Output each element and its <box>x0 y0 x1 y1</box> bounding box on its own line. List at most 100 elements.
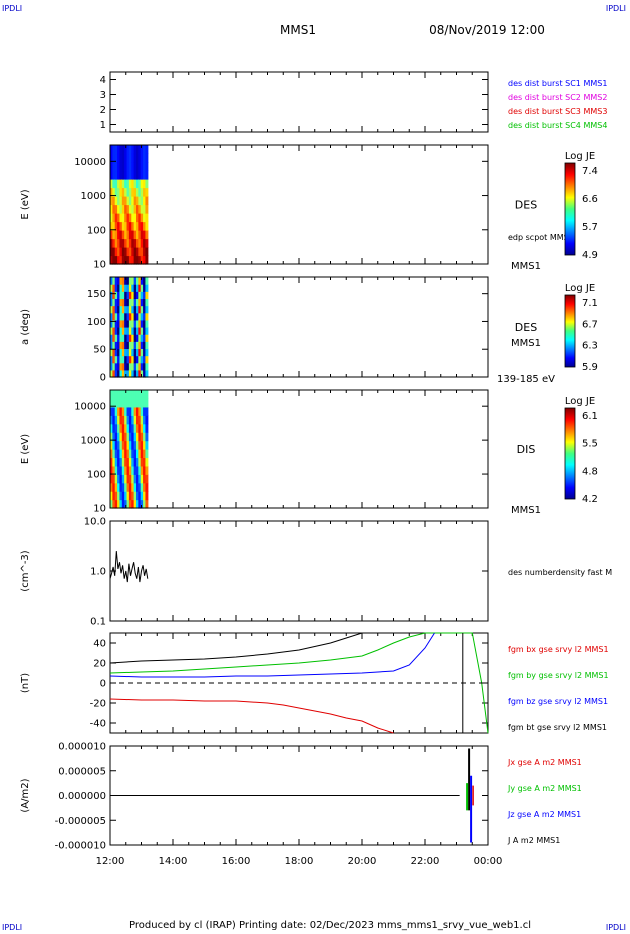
spectrogram-cell <box>110 298 113 307</box>
spectrogram-cell <box>143 187 147 197</box>
spectrogram-cell <box>117 312 121 321</box>
spectrogram-cell <box>143 305 147 314</box>
spectrogram-cell <box>114 204 118 214</box>
y-axis-label: (cm^-3) <box>20 550 31 591</box>
spectrogram-cell <box>143 482 147 492</box>
instrument-label: DES <box>515 199 537 212</box>
spectrogram-cell <box>110 312 113 321</box>
spectrogram-cell <box>117 145 121 155</box>
spectrogram-cell <box>117 179 121 189</box>
spectrogram-cell <box>124 406 128 416</box>
spectrogram-cell <box>138 482 142 492</box>
spectrogram-cell <box>119 298 123 307</box>
spectrogram-cell <box>124 312 128 321</box>
spectrogram-cell <box>112 312 116 321</box>
spectrogram-cell <box>140 355 144 364</box>
spectrogram-cell <box>133 465 137 475</box>
spectrogram-cell <box>112 369 116 378</box>
spectrogram-cell <box>128 277 132 285</box>
spectrogram-cell <box>145 187 149 197</box>
spectrogram-cell <box>133 145 137 155</box>
spectrogram-cell <box>140 449 144 459</box>
spectrogram-cell <box>119 334 123 342</box>
spectrogram-cell <box>128 499 132 509</box>
spectrogram-cell <box>133 170 137 180</box>
spectrogram-cell <box>128 482 132 492</box>
spectrogram-cell <box>145 327 149 335</box>
spectrogram-cell <box>133 423 137 433</box>
spectrogram-cell <box>112 390 116 400</box>
spectrogram-cell <box>110 423 113 433</box>
spectrogram-cell <box>114 230 118 240</box>
spectrogram-cell <box>145 440 149 450</box>
spectrogram-cell <box>143 153 147 163</box>
spectrogram-cell <box>124 187 128 197</box>
spectrogram-cell <box>143 334 147 342</box>
spectrogram-cell <box>117 465 121 475</box>
spectrogram-cell <box>114 291 118 300</box>
spectrogram-cell <box>135 348 139 357</box>
spectrogram-cell <box>117 327 121 335</box>
spectrogram-cell <box>110 255 113 265</box>
spectrogram-cell <box>131 238 135 248</box>
spectrogram-cell <box>131 319 135 328</box>
spectrogram-cell <box>114 415 118 425</box>
spectrogram-cell <box>117 398 121 408</box>
spectrogram-cell <box>124 213 128 223</box>
spectrogram-cell <box>133 406 137 416</box>
spectrogram-cell <box>135 238 139 248</box>
legend-entry: des dist burst SC2 MMS2 <box>508 93 607 102</box>
spectrogram-cell <box>131 277 135 285</box>
spectrogram-cell <box>119 482 123 492</box>
spectrogram-cell <box>121 423 125 433</box>
spectrogram-cell <box>110 398 113 408</box>
spectrogram-cell <box>140 491 144 501</box>
spectrogram-cell <box>145 179 149 189</box>
spectrogram-cell <box>114 277 118 285</box>
spectrogram-cell <box>121 247 125 257</box>
y-tick-label: -0.000010 <box>55 841 106 852</box>
spectrogram-cell <box>121 196 125 206</box>
spectrogram-cell <box>119 213 123 223</box>
spectrogram-cell <box>121 355 125 364</box>
spectrogram-cell <box>128 432 132 442</box>
spectrogram-cell <box>121 327 125 335</box>
spectrogram-cell <box>135 305 139 314</box>
spectrogram-cell <box>110 369 113 378</box>
spectrogram-cell <box>112 474 116 484</box>
spectrogram-cell <box>140 145 144 155</box>
spectrogram-cell <box>124 204 128 214</box>
spectrogram-cell <box>143 348 147 357</box>
spectrogram-cell <box>135 145 139 155</box>
spectrogram-cell <box>124 238 128 248</box>
spectrogram-cell <box>140 284 144 292</box>
spectrogram-cell <box>110 284 113 292</box>
spectrogram-cell <box>110 432 113 442</box>
spectrogram-cell <box>114 170 118 180</box>
spectrogram-cell <box>140 255 144 265</box>
spectrogram-cell <box>110 440 113 450</box>
spectrogram-cell <box>145 482 149 492</box>
spectrogram-cell <box>135 196 139 206</box>
spectrogram-cell <box>112 482 116 492</box>
x-tick-label: 14:00 <box>159 856 188 867</box>
spectrogram-cell <box>128 162 132 172</box>
spectrogram-cell <box>138 327 142 335</box>
spectrogram-cell <box>135 499 139 509</box>
spectrogram-cell <box>128 341 132 350</box>
spectrogram-cell <box>119 162 123 172</box>
spectrogram-cell <box>110 277 113 285</box>
series-line <box>109 632 363 664</box>
spectrogram-cell <box>114 221 118 231</box>
spectrogram-cell <box>138 247 142 257</box>
spectrogram-cell <box>131 291 135 300</box>
spectrogram-cell <box>119 362 123 371</box>
spectrogram-cell <box>110 355 113 364</box>
spectrogram-cell <box>124 334 128 342</box>
spectrogram-cell <box>117 230 121 240</box>
spectrogram-cell <box>143 406 147 416</box>
spectrogram-cell <box>128 398 132 408</box>
spectrogram-cell <box>140 221 144 231</box>
spectrogram-cell <box>145 238 149 248</box>
spectrogram-cell <box>145 449 149 459</box>
